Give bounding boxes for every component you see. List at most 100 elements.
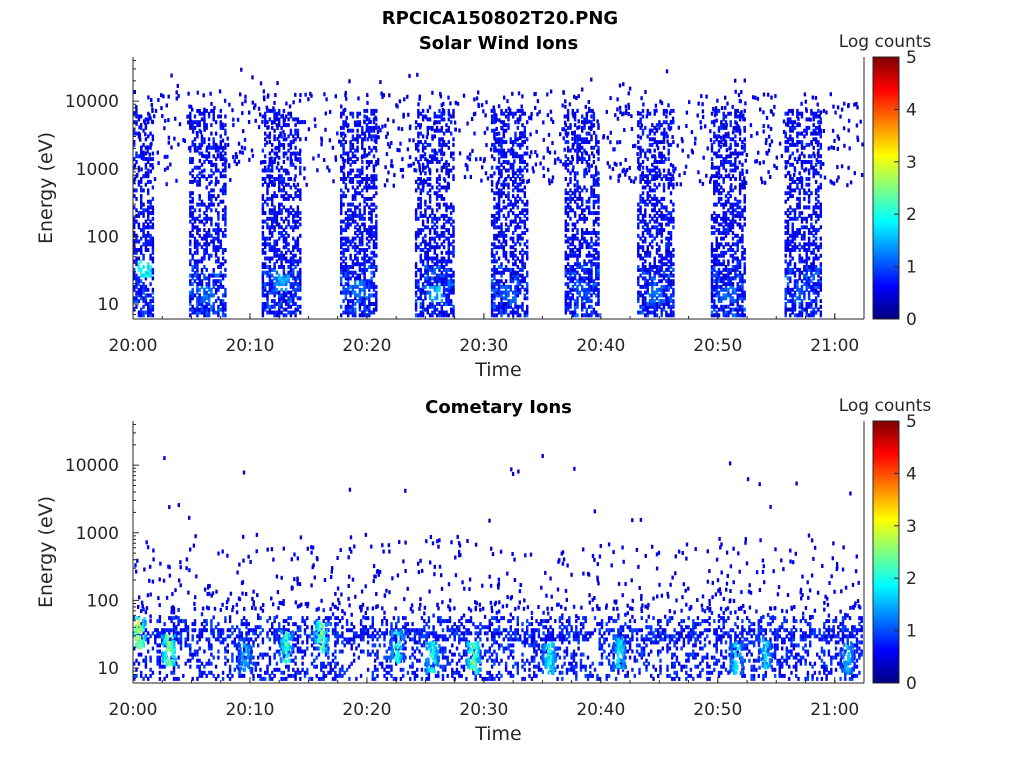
count-cell [210,196,213,201]
count-cell [729,177,732,181]
count-cell [516,233,519,238]
count-cell [516,273,519,278]
count-cell [519,131,522,136]
count-cell [653,310,656,315]
count-cell [585,205,588,210]
count-cell [268,304,272,309]
count-cell [438,108,441,113]
count-cell [351,114,355,119]
count-cell [149,199,152,204]
count-cell [365,196,369,201]
count-cell [289,205,293,210]
count-cell [273,137,276,142]
count-cell [275,248,279,252]
count-cell [351,299,355,304]
count-cell [564,293,567,298]
count-cell [507,293,510,298]
count-cell [278,313,281,318]
count-cell [450,250,453,255]
count-cell [710,111,714,116]
count-cell [526,199,529,204]
count-cell [273,191,276,196]
count-cell [273,248,276,252]
count-cell [724,231,728,235]
count-cell [729,154,732,159]
count-cell [495,137,498,142]
count-cell [523,293,526,298]
count-cell [363,273,366,278]
count-cell [191,256,194,261]
count-cell [287,123,290,128]
count-cell [644,199,647,204]
count-cell [791,293,794,298]
count-cell [151,299,155,304]
count-cell [442,142,446,147]
count-cell [271,284,274,289]
count-cell [428,160,432,164]
count-cell [512,165,515,170]
count-cell [662,293,666,298]
count-cell [137,225,141,230]
count-cell [431,310,434,315]
count-cell [658,231,661,235]
count-cell [648,111,652,116]
count-cell [426,131,429,136]
count-cell [793,179,797,184]
count-cell [789,162,792,167]
count-cell [289,154,293,159]
count-cell [710,216,714,221]
count-cell [592,284,596,289]
count-cell [342,267,345,272]
count-cell [147,267,150,272]
count-cell [147,265,150,269]
count-cell [149,265,152,269]
count-cell [655,233,659,238]
count-cell [363,211,366,216]
count-cell [282,179,286,184]
count-cell [198,194,201,199]
count-cell [294,287,297,292]
count-cell [646,174,649,179]
count-cell [354,248,357,252]
count-cell [205,310,208,315]
count-cell [569,194,572,199]
count-cell [450,120,453,125]
count-cell [509,177,512,181]
count-cell [372,208,376,213]
count-cell [428,196,432,201]
count-cell [738,239,742,244]
count-cell [523,250,526,255]
count-cell [287,177,290,181]
count-cell [497,177,501,181]
count-cell [798,179,801,184]
count-cell [793,299,797,304]
count-cell [798,273,801,278]
count-cell [273,242,276,247]
count-cell [493,296,496,301]
count-cell [344,236,348,241]
count-cell [715,188,718,193]
count-cell [595,262,598,267]
count-cell [285,114,288,119]
count-cell [452,310,455,315]
count-cell [285,245,288,250]
count-cell [419,111,422,116]
count-cell [720,162,723,167]
count-cell [271,216,274,221]
count-cell [660,213,663,218]
count-cell [722,202,725,207]
count-cell [791,222,794,227]
count-cell [347,299,350,304]
count-cell [351,273,355,278]
count-cell [214,287,218,292]
count-cell [507,228,510,233]
count-cell [495,259,498,264]
count-cell [597,290,600,295]
count-cell [597,125,600,130]
count-cell [193,279,197,284]
count-cell [741,290,744,295]
count-cell [519,154,522,159]
count-cell [417,233,420,238]
count-cell [417,142,420,147]
count-cell [578,253,581,258]
